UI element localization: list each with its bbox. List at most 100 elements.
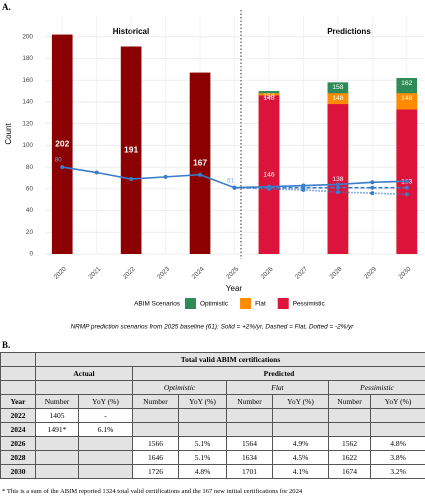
legend-label: Optimistic — [200, 301, 229, 308]
y-tick-label: 120 — [22, 120, 33, 127]
table-cell: 1634 — [226, 450, 273, 465]
table-cell: Actual — [35, 366, 133, 381]
table-row: 2024 1491* 6.1% — [0, 422, 425, 437]
bar-label: 148 — [332, 95, 344, 102]
table-cell: 3.8% — [369, 450, 425, 465]
table-cell: - — [78, 408, 133, 423]
table-cell — [78, 450, 133, 465]
y-tick-label: 20 — [26, 229, 34, 236]
legend-label: Pessimistic — [293, 301, 326, 308]
legend-swatch — [240, 298, 252, 309]
x-tick-label: 2025 — [225, 265, 240, 280]
table-cell: Number — [132, 394, 179, 409]
bar-label: 158 — [332, 84, 344, 91]
table-cell — [272, 408, 329, 423]
panel-label: A. — [2, 2, 11, 12]
table-cell: YoY (%) — [272, 394, 329, 409]
x-tick-label: 2026 — [260, 265, 275, 280]
table-cell — [178, 408, 227, 423]
table-row: Optimistic Flat Pessimistic — [0, 380, 425, 395]
table-cell: YoY (%) — [178, 394, 227, 409]
y-tick-label: 160 — [22, 77, 33, 84]
table-row: 2026 1566 5.1% 1564 4.9% 1562 4.8% — [0, 436, 425, 451]
chart: Count Year Historical Predictions NRMP p… — [4, 10, 424, 331]
line-label: 61 — [227, 178, 234, 184]
y-tick-label: 180 — [22, 55, 33, 62]
table-cell: 4.8% — [369, 436, 425, 451]
y-tick-label: 200 — [22, 33, 33, 40]
table-row: 2030 1726 4.8% 1701 4.1% 1674 3.2% — [0, 464, 425, 479]
x-tick-label: 2028 — [328, 265, 343, 280]
table-row: 2028 1646 5.1% 1634 4.5% 1622 3.8% — [0, 450, 425, 465]
point — [335, 182, 340, 187]
point — [129, 177, 134, 182]
point — [370, 180, 375, 185]
table-row: 2022 1405- — [0, 408, 425, 423]
table-cell: 2030 — [0, 464, 36, 479]
point — [404, 179, 409, 184]
table-cell: 2022 — [0, 408, 36, 423]
table-cell: 2026 — [0, 436, 36, 451]
caption: NRMP prediction scenarios from 2025 base… — [71, 324, 355, 331]
x-tick-label: 2029 — [363, 265, 378, 280]
table-cell — [0, 380, 36, 395]
table-cell — [132, 422, 179, 437]
table-row: Year Number YoY (%) Number YoY (%) Number YoY … — [0, 394, 425, 409]
table-cell: Flat — [226, 380, 329, 395]
bar-label: 138 — [332, 176, 344, 183]
table-cell: 1566 — [132, 436, 179, 451]
table-cell — [35, 380, 133, 395]
table-cell: 5.1% — [178, 436, 227, 451]
legend-swatch — [185, 298, 196, 309]
table-cell: 6.1% — [78, 422, 133, 437]
table-cell: Total valid ABIM certifications — [34, 352, 425, 367]
y-tick-label: 100 — [22, 142, 33, 149]
table-cell — [328, 408, 371, 423]
x-tick-label: 2030 — [397, 265, 412, 280]
table-cell: 1646 — [132, 450, 179, 465]
legend-title: ABIM Scenarios — [134, 301, 180, 308]
table-row: Actual Predicted — [0, 366, 425, 381]
table-cell — [0, 352, 36, 367]
table-cell — [35, 464, 79, 479]
table-cell: 4.1% — [272, 464, 329, 479]
bar — [189, 72, 211, 254]
bar-label: 146 — [263, 171, 275, 178]
point — [370, 191, 375, 196]
table-cell: Optimistic — [132, 380, 227, 395]
table-cell: 4.5% — [272, 450, 329, 465]
y-tick-label: 0 — [29, 251, 33, 258]
legend-label: Flat — [255, 301, 266, 308]
table-cell — [226, 408, 273, 423]
table-cell: 1726 — [132, 464, 179, 479]
point — [266, 186, 271, 191]
y-tick-label: 40 — [26, 207, 34, 214]
table-cell: 2024 — [0, 422, 36, 437]
bar-label: 167 — [193, 158, 207, 168]
line-label: 80 — [55, 158, 62, 164]
point — [198, 172, 203, 177]
table-cell: 1562 — [328, 436, 371, 451]
table-cell: 1564 — [226, 436, 273, 451]
bar — [327, 104, 349, 254]
x-tick-label: 2023 — [156, 265, 171, 280]
x-axis-title: Year — [226, 284, 243, 293]
table-cell: 1622 — [328, 450, 371, 465]
table-cell: 4.9% — [272, 436, 329, 451]
table-cell — [78, 464, 133, 479]
legend-swatch — [277, 298, 289, 309]
bar-label: 202 — [55, 139, 69, 149]
panel-label: B. — [2, 340, 11, 350]
table-cell — [132, 408, 179, 423]
bar-label: 148 — [263, 95, 275, 102]
table-cell: Number — [35, 394, 79, 409]
point — [60, 165, 65, 170]
y-tick-label: 80 — [26, 164, 34, 171]
bar — [51, 34, 73, 254]
table-cell — [369, 422, 425, 437]
x-tick-label: 2021 — [87, 265, 102, 280]
table-cell — [272, 422, 329, 437]
table-row: Total valid ABIM certifications — [0, 352, 425, 367]
table-cell: 1491* — [35, 422, 79, 437]
point — [335, 190, 340, 195]
